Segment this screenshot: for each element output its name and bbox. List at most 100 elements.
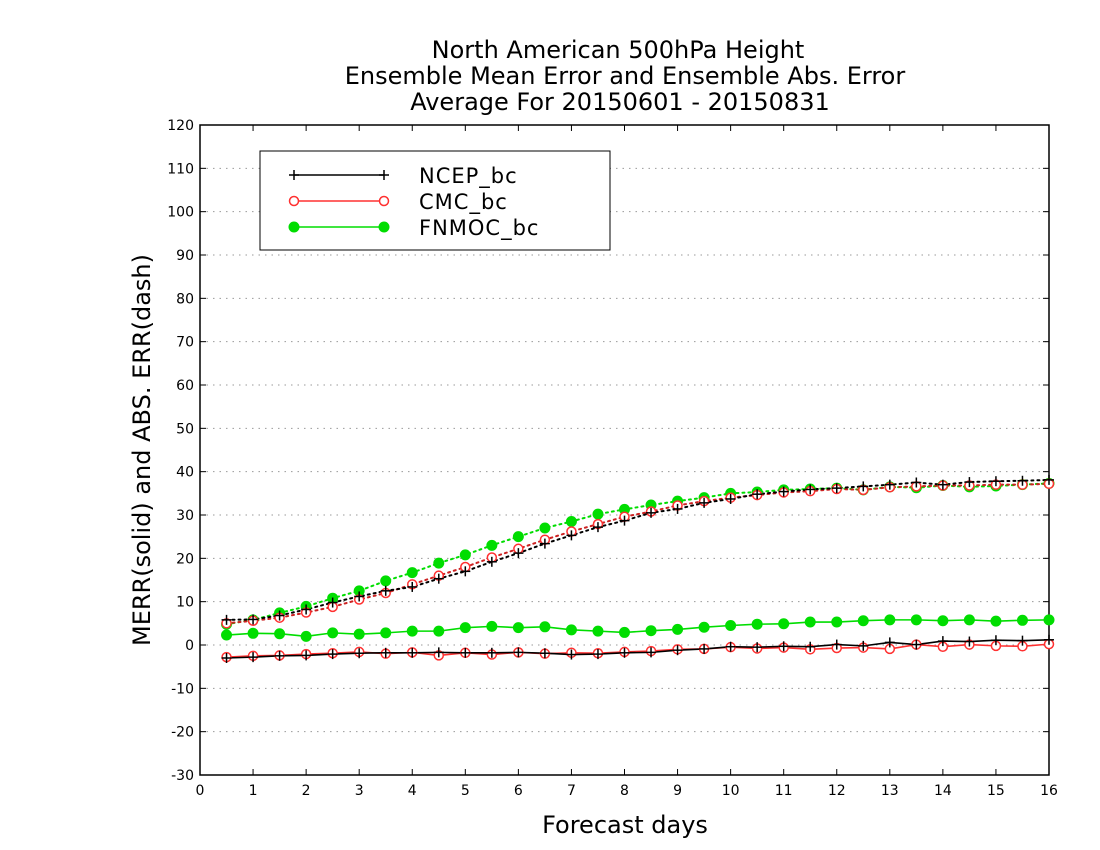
abs-err-point-ncep-bc [858, 481, 869, 492]
merr-point-fnmoc-bc [910, 614, 922, 626]
merr-point-fnmoc-bc [486, 620, 498, 632]
legend-marker-cmc-bc [378, 195, 390, 207]
merr-point-ncep-bc [248, 652, 259, 663]
merr-point-fnmoc-bc [300, 630, 312, 642]
abs-err-point-ncep-bc [301, 604, 312, 615]
y-tick-label: -30 [171, 768, 194, 784]
abs-err-point-ncep-bc [964, 477, 975, 488]
merr-point-fnmoc-bc [459, 622, 471, 634]
merr-point-ncep-bc [646, 647, 657, 658]
abs-err-point-ncep-bc [805, 484, 816, 495]
y-tick-label: -10 [171, 681, 194, 697]
abs-err-point-fnmoc-bc [459, 549, 471, 561]
legend-marker-ncep-bc [289, 170, 299, 180]
abs-err-point-ncep-bc [752, 489, 763, 500]
x-tick-label: 7 [567, 783, 576, 799]
merr-point-fnmoc-bc [751, 618, 763, 630]
y-tick-label: -20 [171, 725, 194, 741]
abs-err-point-fnmoc-bc [565, 516, 577, 527]
abs-err-point-ncep-bc [1044, 474, 1054, 485]
abs-err-point-ncep-bc [619, 515, 630, 526]
merr-point-ncep-bc [725, 641, 736, 652]
abs-err-point-ncep-bc [354, 591, 365, 602]
abs-err-line-cmc-bc [225, 482, 1050, 625]
y-tick-label: 90 [176, 248, 194, 264]
merr-point-ncep-bc [221, 653, 232, 663]
y-tick-label: 110 [167, 161, 194, 177]
merr-point-ncep-bc [539, 648, 550, 659]
abs-err-line-fnmoc-bc [225, 482, 1050, 626]
abs-err-point-ncep-bc [327, 597, 338, 608]
legend-label-cmc-bc: CMC_bc [419, 190, 508, 215]
y-tick-label: 30 [176, 508, 194, 524]
merr-point-ncep-bc [911, 639, 922, 650]
x-axis-label: Forecast days [542, 811, 708, 839]
abs-err-point-ncep-bc [433, 573, 444, 584]
abs-err-point-ncep-bc [592, 522, 603, 533]
abs-err-point-fnmoc-bc [539, 522, 551, 534]
merr-point-fnmoc-bc [990, 615, 1002, 627]
abs-err-point-ncep-bc [1017, 475, 1028, 486]
merr-point-ncep-bc [433, 647, 444, 658]
abs-err-point-ncep-bc [672, 503, 683, 514]
merr-point-ncep-bc [407, 647, 418, 658]
merr-point-fnmoc-bc [1016, 614, 1028, 626]
abs-err-point-ncep-bc [884, 479, 895, 490]
abs-err-point-ncep-bc [248, 614, 259, 625]
merr-point-ncep-bc [566, 649, 577, 660]
merr-point-ncep-bc [327, 649, 338, 660]
merr-line-ncep-bc [226, 639, 1050, 659]
merr-point-fnmoc-bc [353, 628, 365, 640]
merr-point-fnmoc-bc [565, 624, 577, 636]
merr-point-fnmoc-bc [406, 625, 418, 637]
abs-err-point-ncep-bc [460, 566, 471, 577]
merr-point-ncep-bc [460, 647, 471, 658]
y-tick-label: 100 [167, 205, 194, 221]
series-layer [221, 474, 1055, 663]
merr-point-fnmoc-bc [804, 616, 816, 628]
merr-point-fnmoc-bc [937, 615, 949, 627]
legend-label-ncep-bc: NCEP_bc [419, 164, 518, 189]
merr-point-ncep-bc [937, 636, 948, 647]
merr-point-ncep-bc [301, 650, 312, 661]
x-tick-label: 3 [355, 783, 364, 799]
merr-point-fnmoc-bc [512, 622, 524, 634]
merr-point-fnmoc-bc [380, 627, 392, 639]
abs-err-point-fnmoc-bc [486, 539, 498, 551]
y-tick-label: 50 [176, 421, 194, 437]
merr-point-fnmoc-bc [221, 629, 233, 641]
abs-err-point-fnmoc-bc [433, 557, 445, 569]
merr-point-fnmoc-bc [645, 625, 657, 637]
chart-title-line-3: Average For 20150601 - 20150831 [410, 88, 830, 116]
merr-point-fnmoc-bc [1043, 614, 1055, 626]
abs-err-point-ncep-bc [831, 483, 842, 494]
merr-point-fnmoc-bc [778, 618, 790, 630]
abs-err-point-ncep-bc [911, 477, 922, 488]
merr-point-fnmoc-bc [725, 620, 737, 631]
legend-marker-ncep-bc [379, 170, 389, 180]
legend-label-fnmoc-bc: FNMOC_bc [419, 216, 539, 241]
merr-point-fnmoc-bc [327, 627, 339, 639]
merr-point-fnmoc-bc [539, 621, 551, 633]
y-tick-label: 60 [176, 378, 194, 394]
abs-err-point-ncep-bc [937, 479, 948, 490]
abs-err-point-ncep-bc [646, 507, 657, 518]
x-tick-label: 4 [408, 783, 417, 799]
x-tick-label: 10 [722, 783, 740, 799]
merr-point-fnmoc-bc [274, 628, 286, 640]
abs-err-point-ncep-bc [380, 585, 391, 596]
merr-point-ncep-bc [1017, 635, 1028, 646]
abs-err-point-ncep-bc [513, 548, 524, 559]
x-tick-label: 14 [934, 783, 952, 799]
merr-point-ncep-bc [964, 636, 975, 647]
chart-title-line-1: North American 500hPa Height [432, 36, 805, 64]
merr-point-ncep-bc [831, 639, 842, 650]
merr-point-ncep-bc [619, 647, 630, 658]
abs-err-point-ncep-bc [407, 581, 418, 592]
merr-point-ncep-bc [990, 635, 1001, 646]
abs-err-line-ncep-bc [225, 478, 1050, 621]
merr-point-fnmoc-bc [672, 623, 684, 635]
legend-marker-cmc-bc [288, 195, 300, 207]
